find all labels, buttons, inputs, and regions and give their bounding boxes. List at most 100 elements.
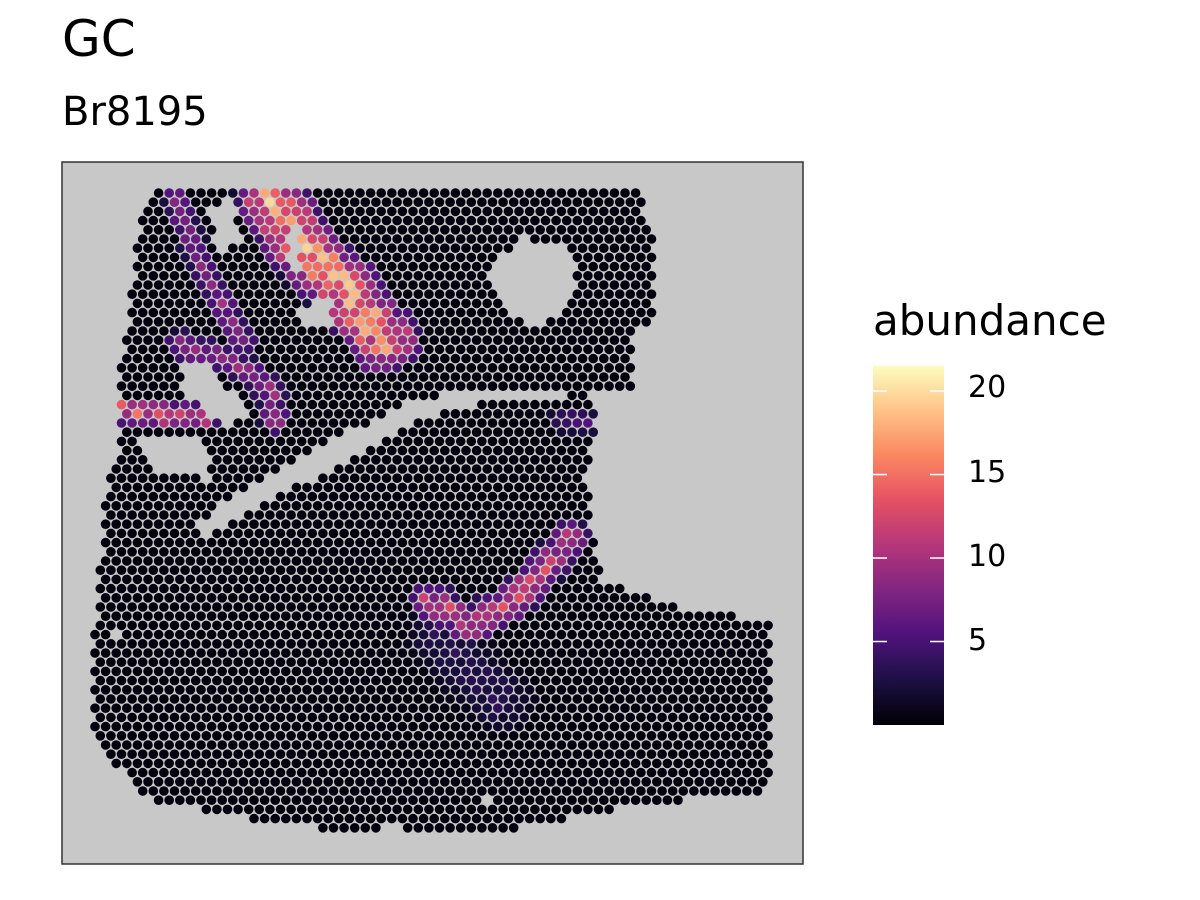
spot-point [397, 685, 408, 695]
spot-point [630, 629, 641, 640]
spot-point [185, 593, 196, 603]
spot-point [577, 280, 588, 290]
spot-point [323, 225, 334, 235]
spot-point [180, 215, 190, 226]
spot-point [646, 289, 657, 300]
spot-point [646, 731, 657, 741]
spot-point [763, 694, 773, 704]
spot-point [429, 611, 440, 621]
spot-point [291, 629, 302, 640]
spot-point [561, 326, 572, 336]
spot-point [265, 418, 275, 428]
spot-point [355, 243, 365, 253]
spot-point [471, 795, 482, 805]
spot-point [662, 648, 673, 658]
spot-point [583, 363, 593, 373]
spot-point [196, 611, 206, 621]
spot-point [445, 657, 455, 667]
spot-point [424, 528, 434, 539]
spot-point [662, 685, 673, 695]
spot-point [508, 786, 519, 796]
spot-point [217, 611, 227, 621]
spot-point [418, 261, 429, 272]
spot-point [334, 537, 344, 548]
spot-point [334, 353, 344, 364]
spot-point [291, 317, 302, 327]
spot-point [440, 372, 450, 382]
spot-point [153, 261, 164, 272]
spot-point [143, 243, 153, 253]
spot-point [302, 629, 312, 640]
spot-point [387, 390, 397, 401]
spot-point [445, 326, 455, 336]
spot-point [196, 777, 206, 787]
spot-point [376, 353, 387, 364]
spot-point [249, 666, 259, 677]
spot-point [249, 464, 259, 474]
spot-point [206, 795, 217, 805]
spot-point [720, 675, 731, 686]
spot-point [201, 197, 212, 207]
spot-point [159, 418, 169, 428]
spot-point [535, 813, 545, 824]
spot-point [270, 519, 281, 529]
spot-point [646, 639, 657, 649]
spot-point [620, 703, 630, 713]
spot-point [296, 326, 307, 336]
spot-point [243, 675, 254, 686]
spot-point [614, 252, 625, 263]
spot-point [471, 777, 482, 787]
spot-point [408, 372, 418, 382]
spot-point [424, 804, 434, 815]
spot-point [344, 317, 355, 327]
spot-point [524, 409, 535, 419]
spot-point [291, 280, 302, 290]
spot-point [397, 390, 408, 401]
spot-point [402, 565, 413, 575]
spot-point [238, 537, 249, 548]
spot-point [100, 629, 111, 640]
spot-point [604, 767, 614, 778]
spot-point [228, 261, 238, 272]
spot-point [408, 537, 418, 548]
spot-point [159, 289, 169, 300]
spot-point [455, 436, 466, 447]
spot-point [228, 280, 238, 290]
spot-point [540, 767, 551, 778]
spot-point [450, 206, 461, 217]
spot-point [265, 639, 275, 649]
spot-point [302, 813, 312, 824]
spot-point [519, 712, 530, 723]
spot-point [508, 620, 519, 631]
spot-point [482, 464, 493, 474]
spot-point [122, 409, 132, 419]
spot-point [371, 731, 381, 741]
spot-point [196, 721, 206, 732]
spot-point [296, 491, 307, 502]
spot-point [291, 556, 302, 566]
spot-point [381, 712, 392, 723]
spot-point [355, 482, 365, 493]
spot-point [450, 353, 461, 364]
spot-point [291, 777, 302, 787]
spot-point [196, 206, 206, 217]
spot-point [402, 620, 413, 631]
spot-point [243, 620, 254, 631]
spot-point [408, 703, 418, 713]
spot-point [249, 188, 259, 198]
spot-point [360, 418, 371, 428]
spot-point [291, 390, 302, 401]
spot-point [445, 271, 455, 281]
spot-point [143, 758, 153, 769]
spot-point [95, 602, 106, 612]
spot-point [487, 436, 498, 447]
spot-point [514, 519, 524, 529]
spot-point [360, 289, 371, 300]
spot-point [164, 206, 174, 217]
spot-point [445, 749, 455, 759]
spot-point [514, 464, 524, 474]
spot-point [530, 528, 540, 539]
spot-point [593, 657, 604, 667]
spot-point [243, 436, 254, 447]
spot-point [736, 777, 747, 787]
